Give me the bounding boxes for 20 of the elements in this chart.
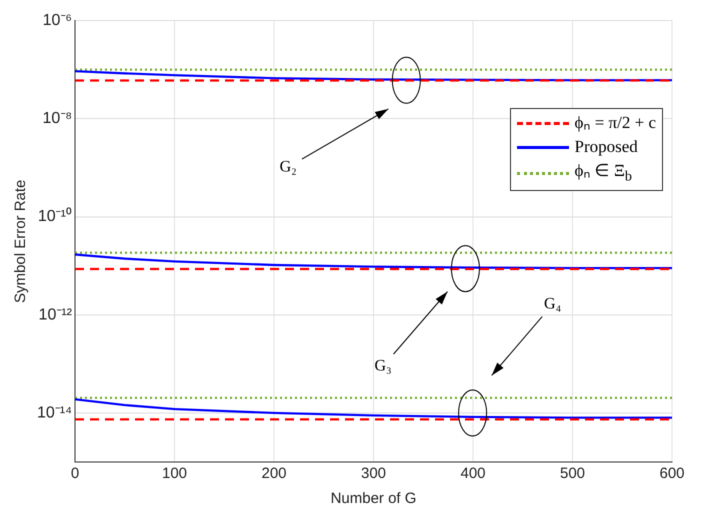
annotation: G₂ [280,158,297,176]
x-tick-label: 600 [659,465,685,482]
y-tick-label: 10⁻⁸ [42,110,72,128]
annotation: G₃ [374,357,392,374]
annotation: G₄ [544,296,562,313]
legend-label: Proposed [574,136,638,158]
x-tick-label: 100 [162,465,188,482]
legend-label: ϕₙ ∈ Ξ$_{b}$ [574,160,632,186]
y-axis-title: Symbol Error Rate [12,180,30,303]
x-axis-title: Number of G [330,490,416,508]
y-tick-label: 10⁻¹⁰ [38,207,72,226]
x-tick-label: 0 [70,465,80,482]
x-tick-label: 200 [261,465,287,482]
y-tick-label: 10⁻¹² [38,306,73,324]
x-tick-label: 500 [560,465,586,482]
x-tick-label: 300 [360,465,386,482]
y-tick-label: 10⁻⁶ [42,12,72,30]
legend-label: ϕₙ = π/2 + c [574,112,656,134]
y-tick-label: 10⁻¹⁴ [37,404,72,422]
x-tick-label: 400 [460,465,486,482]
